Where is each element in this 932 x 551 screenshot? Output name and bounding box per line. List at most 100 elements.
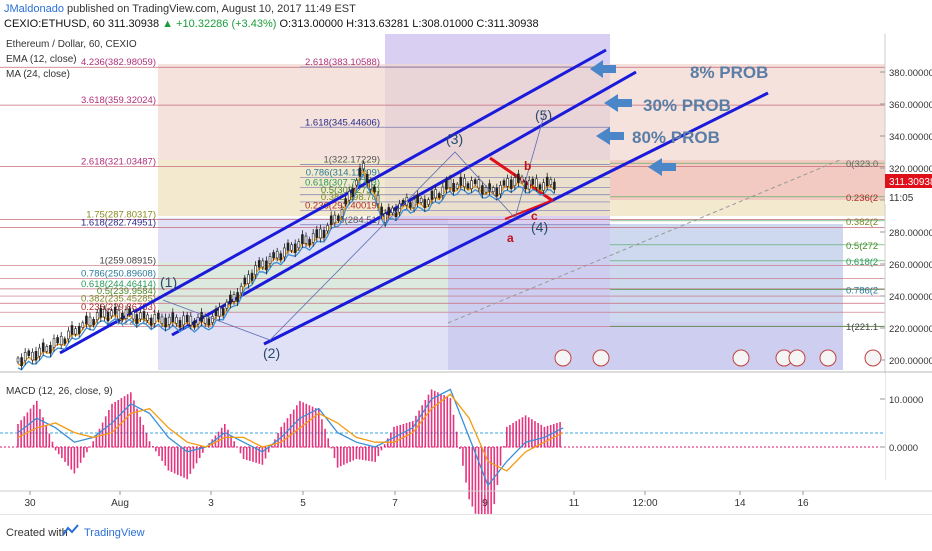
candle-body [106, 311, 110, 322]
macd-hist-bar [245, 447, 248, 460]
macd-hist-bar [192, 447, 195, 469]
tradingview-brand[interactable]: TradingView [84, 527, 145, 539]
macd-hist-bar [271, 445, 273, 448]
macd-hist-bar [531, 419, 533, 448]
macd-hist-bar [365, 447, 367, 461]
macd-hist-bar [502, 446, 505, 448]
candle-body [527, 180, 531, 190]
candle-body [221, 308, 225, 316]
ema-legend[interactable]: EMA (12, close) [6, 54, 77, 65]
price-chart-svg[interactable]: 4.236(382.98059) 3.618(359.32024) 2.618(32… [0, 34, 932, 543]
macd-hist-bar [455, 431, 458, 448]
tradingview-logo-icon[interactable] [62, 524, 80, 538]
macd-hist-bar [480, 447, 483, 529]
x-tick-label: 30 [24, 498, 36, 509]
ma-legend[interactable]: MA (24, close) [6, 69, 70, 80]
event-marker[interactable] [788, 349, 806, 367]
candle-body [182, 315, 185, 326]
fib-label-left: 2.618(321.03487) [81, 156, 156, 167]
macd-hist-bar [114, 401, 116, 448]
event-marker[interactable] [864, 349, 882, 367]
candle-body [196, 317, 200, 325]
macd-line [17, 388, 564, 487]
fib-label-mid: 1.618(345.44606) [305, 117, 380, 128]
fib-label-right: 0.786(2 [846, 286, 878, 297]
event-marker[interactable] [592, 349, 610, 367]
footer-bar: Created with TradingView [0, 514, 932, 551]
elliott-wave-path [162, 111, 546, 341]
arrow-80-prob-2 [648, 158, 676, 176]
macd-hist-bar [51, 441, 54, 448]
macd-hist-bar [437, 392, 439, 448]
macd-hist-bar [26, 412, 29, 448]
macd-hist-bar [289, 413, 292, 448]
macd-hist-bar [92, 441, 94, 448]
candle-body [463, 177, 466, 188]
event-marker[interactable] [554, 349, 572, 367]
macd-hist-bar [95, 435, 98, 448]
macd-hist-bar [430, 389, 433, 448]
candle-body [326, 225, 329, 232]
candle-body [423, 199, 427, 208]
candle-body [254, 265, 257, 275]
candle-body [365, 173, 369, 184]
candle-body [232, 294, 236, 302]
event-markers[interactable] [554, 349, 882, 367]
event-marker[interactable] [732, 349, 750, 367]
macd-hist-bar [164, 447, 167, 466]
macd-hist-bar [318, 409, 320, 448]
candle-body [265, 260, 268, 271]
candle-body [279, 253, 283, 261]
author-link[interactable]: JMaldonado [4, 3, 64, 15]
macd-hist-bar [224, 423, 226, 448]
fib-label-right: 0.618(2 [846, 257, 878, 268]
candle-body [322, 229, 326, 238]
candle-body [380, 206, 383, 216]
candle-body [124, 309, 128, 319]
macd-hist-bar [506, 426, 508, 448]
candle-body [506, 178, 509, 187]
candle-body [70, 325, 74, 335]
macd-hist-bar [549, 424, 552, 448]
macd-hist-bar [386, 438, 389, 448]
candle-body [243, 277, 247, 285]
upper-trendline[interactable] [59, 48, 607, 355]
fib-label-left: 1.75(287.80317) [86, 210, 156, 221]
candle-body [239, 285, 243, 294]
candle-body [128, 308, 131, 315]
candle-body [290, 244, 293, 251]
y-tick-label: 360.00000 [889, 100, 932, 111]
candle-body [171, 312, 175, 323]
annotation-8-prob: 8% PROB [690, 63, 768, 82]
wave-label-1: (1) [160, 274, 177, 290]
macd-hist-bar [151, 446, 154, 448]
fib-label-mid: 0.618(307.76753) [305, 178, 380, 189]
macd-hist-bar [440, 393, 442, 448]
x-tick-label: Aug [111, 498, 129, 509]
macd-hist-bar [198, 447, 201, 459]
macd-hist-bar [459, 447, 461, 449]
macd-legend[interactable]: MACD (12, 26, close, 9) [6, 386, 113, 397]
event-marker[interactable] [819, 349, 837, 367]
candle-body [275, 250, 279, 259]
candle-body [67, 330, 70, 340]
dashed-projection [447, 159, 841, 324]
macd-hist-bar [139, 416, 141, 448]
candle-body [347, 191, 351, 201]
x-tick-labels[interactable]: 30 Aug 3 5 7 9 11 12:00 14 16 [24, 491, 809, 509]
macd-hist-bar [136, 408, 138, 448]
candle-body [445, 180, 448, 190]
candle-body [355, 180, 358, 186]
lower-trendline[interactable] [263, 91, 769, 346]
candle-body [59, 335, 63, 346]
wave-label-5: (5) [535, 107, 552, 123]
candle-body [538, 184, 542, 190]
chart-area[interactable]: 4.236(382.98059) 3.618(359.32024) 2.618(32… [0, 34, 932, 543]
candle-body [110, 310, 113, 317]
legend-bg [0, 34, 155, 148]
candle-body [261, 260, 265, 268]
candle-body [16, 357, 20, 363]
macd-hist-bar [230, 435, 232, 448]
symbol-price: CEXIO:ETHUSD, 60 311.30938 [4, 18, 160, 30]
macd-hist-bar [311, 406, 314, 448]
